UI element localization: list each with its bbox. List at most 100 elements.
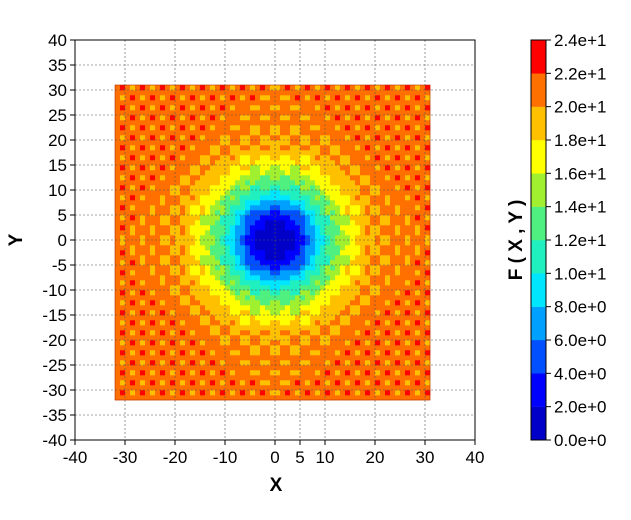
- heatmap-cell: [255, 320, 261, 326]
- heatmap-cell: [420, 190, 426, 196]
- heatmap-cell: [425, 135, 431, 141]
- heatmap-cell: [150, 155, 156, 161]
- heatmap-cell: [245, 160, 251, 166]
- heatmap-cell: [330, 295, 336, 301]
- heatmap-cell: [220, 235, 226, 241]
- heatmap-cell: [355, 195, 361, 201]
- heatmap-cell: [125, 225, 131, 231]
- heatmap-cell: [330, 370, 336, 376]
- heatmap-cell: [145, 350, 151, 356]
- heatmap-cell: [230, 160, 236, 166]
- heatmap-cell: [410, 310, 416, 316]
- heatmap-cell: [155, 275, 161, 281]
- heatmap-cell: [340, 325, 346, 331]
- heatmap-cell: [195, 375, 201, 381]
- heatmap-cell: [235, 200, 241, 206]
- heatmap-cell: [345, 175, 351, 181]
- heatmap-cell: [415, 270, 421, 276]
- heatmap-cell: [225, 355, 231, 361]
- heatmap-cell: [210, 325, 216, 331]
- heatmap-cell: [320, 300, 326, 306]
- heatmap-cell: [345, 265, 351, 271]
- heatmap-cell: [115, 310, 121, 316]
- heatmap-cell: [200, 345, 206, 351]
- heatmap-cell: [375, 285, 381, 291]
- heatmap-cell: [385, 295, 391, 301]
- heatmap-cell: [375, 310, 381, 316]
- heatmap-cell: [390, 200, 396, 206]
- heatmap-cell: [260, 90, 266, 96]
- heatmap-cell: [330, 160, 336, 166]
- heatmap-cell: [310, 320, 316, 326]
- heatmap-cell: [250, 175, 256, 181]
- heatmap-cell: [260, 185, 266, 191]
- heatmap-cell: [275, 95, 281, 101]
- heatmap-cell: [300, 350, 306, 356]
- heatmap-cell: [335, 250, 341, 256]
- heatmap-cell: [125, 245, 131, 251]
- plot-area: [114, 84, 431, 401]
- heatmap-cell: [150, 115, 156, 121]
- heatmap-cell: [205, 135, 211, 141]
- heatmap-cell: [155, 390, 161, 396]
- y-tick-label: 25: [48, 106, 67, 125]
- heatmap-cell: [125, 220, 131, 226]
- heatmap-cell: [190, 195, 196, 201]
- heatmap-cell: [180, 395, 186, 401]
- heatmap-cell: [245, 90, 251, 96]
- heatmap-cell: [400, 355, 406, 361]
- heatmap-cell: [345, 300, 351, 306]
- heatmap-cell: [355, 100, 361, 106]
- heatmap-cell: [285, 375, 291, 381]
- heatmap-cell: [345, 370, 351, 376]
- heatmap-cell: [355, 395, 361, 401]
- heatmap-cell: [170, 95, 176, 101]
- heatmap-cell: [230, 335, 236, 341]
- heatmap-cell: [205, 90, 211, 96]
- heatmap-cell: [260, 260, 266, 266]
- heatmap-cell: [345, 295, 351, 301]
- heatmap-cell: [305, 345, 311, 351]
- heatmap-cell: [355, 275, 361, 281]
- heatmap-cell: [290, 255, 296, 261]
- heatmap-cell: [410, 90, 416, 96]
- heatmap-cell: [275, 165, 281, 171]
- heatmap-cell: [195, 280, 201, 286]
- heatmap-cell: [320, 375, 326, 381]
- heatmap-cell: [275, 185, 281, 191]
- heatmap-cell: [300, 210, 306, 216]
- heatmap-cell: [160, 310, 166, 316]
- heatmap-cell: [190, 250, 196, 256]
- colorbar-segment: [531, 73, 546, 107]
- heatmap-cell: [300, 130, 306, 136]
- heatmap-cell: [305, 225, 311, 231]
- heatmap-cell: [300, 200, 306, 206]
- heatmap-cell: [150, 385, 156, 391]
- heatmap-cell: [165, 165, 171, 171]
- heatmap-cell: [220, 180, 226, 186]
- heatmap-cell: [225, 375, 231, 381]
- heatmap-cell: [155, 95, 161, 101]
- heatmap-cell: [215, 335, 221, 341]
- heatmap-cell: [325, 265, 331, 271]
- heatmap-cell: [305, 270, 311, 276]
- heatmap-cell: [225, 170, 231, 176]
- heatmap-cell: [290, 265, 296, 271]
- heatmap-cell: [160, 200, 166, 206]
- heatmap-cell: [285, 260, 291, 266]
- heatmap-cell: [295, 255, 301, 261]
- heatmap-cell: [420, 195, 426, 201]
- heatmap-cell: [255, 265, 261, 271]
- heatmap-cell: [360, 85, 366, 91]
- heatmap-cell: [260, 315, 266, 321]
- heatmap-cell: [235, 205, 241, 211]
- heatmap-cell: [130, 270, 136, 276]
- heatmap-cell: [350, 150, 356, 156]
- heatmap-cell: [380, 90, 386, 96]
- heatmap-cell: [170, 335, 176, 341]
- heatmap-cell: [260, 190, 266, 196]
- heatmap-cell: [380, 305, 386, 311]
- heatmap-cell: [155, 280, 161, 286]
- heatmap-cell: [220, 160, 226, 166]
- heatmap-cell: [410, 385, 416, 391]
